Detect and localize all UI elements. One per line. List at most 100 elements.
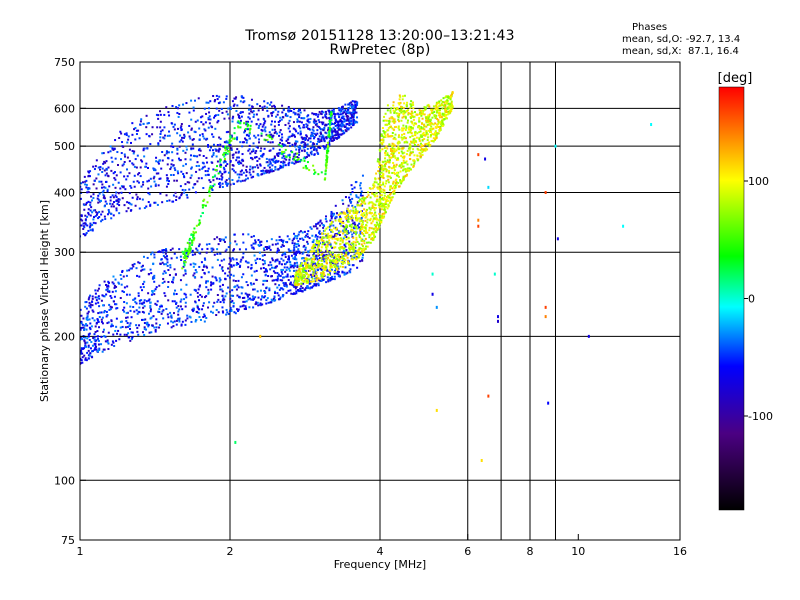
data-point xyxy=(358,248,361,251)
data-point xyxy=(262,263,265,266)
data-point xyxy=(333,272,336,275)
data-point xyxy=(136,330,139,333)
data-point xyxy=(164,294,167,297)
data-point xyxy=(377,158,380,161)
data-point xyxy=(333,256,336,259)
data-point xyxy=(176,147,179,150)
data-point xyxy=(378,215,381,218)
data-point xyxy=(405,109,408,112)
data-point xyxy=(382,176,385,179)
data-point xyxy=(437,123,440,126)
data-point xyxy=(207,306,210,309)
data-point xyxy=(375,224,378,227)
data-point xyxy=(260,298,263,301)
data-point xyxy=(308,127,311,130)
data-point xyxy=(217,149,220,152)
data-point xyxy=(115,285,118,288)
data-point xyxy=(106,290,109,293)
data-point xyxy=(218,95,221,98)
data-point xyxy=(353,227,356,230)
data-point xyxy=(361,215,364,218)
data-point xyxy=(380,219,383,222)
data-point xyxy=(114,290,117,293)
data-point xyxy=(308,269,311,272)
data-point xyxy=(93,338,96,341)
data-point xyxy=(165,248,168,251)
data-point xyxy=(195,164,198,167)
data-point xyxy=(272,160,275,163)
data-point xyxy=(326,237,329,240)
data-point xyxy=(148,331,151,334)
data-point xyxy=(412,116,415,119)
data-point xyxy=(335,237,338,240)
data-point xyxy=(363,229,366,232)
data-point xyxy=(399,101,402,104)
data-point xyxy=(293,134,296,137)
data-point xyxy=(379,199,382,202)
data-point xyxy=(317,119,320,122)
data-point xyxy=(371,205,374,208)
data-point xyxy=(103,186,106,189)
data-point xyxy=(269,160,272,163)
data-point xyxy=(104,335,107,338)
data-point xyxy=(265,270,268,273)
data-point xyxy=(250,98,253,101)
data-point xyxy=(204,204,207,207)
data-point xyxy=(196,119,199,122)
data-point xyxy=(205,251,208,254)
data-point xyxy=(114,329,117,332)
data-point xyxy=(303,275,306,278)
data-point xyxy=(398,114,401,117)
data-point xyxy=(112,341,115,344)
data-point xyxy=(353,186,356,189)
data-point xyxy=(335,212,338,215)
data-point xyxy=(222,153,225,156)
data-point xyxy=(363,199,366,202)
data-point xyxy=(294,143,297,146)
data-point xyxy=(427,103,430,106)
data-point xyxy=(150,185,153,188)
data-point xyxy=(241,153,244,156)
data-point xyxy=(167,157,170,160)
data-point xyxy=(160,312,163,315)
data-point xyxy=(225,131,228,134)
data-point xyxy=(354,244,357,247)
data-point xyxy=(387,204,390,207)
data-point xyxy=(97,320,100,323)
data-point xyxy=(305,135,308,138)
data-point xyxy=(343,235,346,238)
data-point xyxy=(270,238,273,241)
data-point xyxy=(151,133,154,136)
data-point xyxy=(153,293,156,296)
data-point xyxy=(315,276,318,279)
data-point xyxy=(449,95,452,98)
data-point xyxy=(382,181,385,184)
data-point xyxy=(206,201,209,204)
data-point xyxy=(287,105,290,108)
data-point xyxy=(250,176,253,179)
data-point xyxy=(262,247,265,250)
data-point xyxy=(344,119,347,122)
data-point xyxy=(309,280,312,283)
data-point xyxy=(304,145,307,148)
data-point xyxy=(303,244,306,247)
data-point xyxy=(89,222,92,225)
data-point xyxy=(254,296,257,299)
data-point xyxy=(143,328,146,331)
data-point xyxy=(381,216,384,219)
data-point xyxy=(219,252,222,255)
data-point xyxy=(341,121,344,124)
data-point xyxy=(274,265,277,268)
data-point xyxy=(240,115,243,118)
data-point xyxy=(100,343,103,346)
data-point xyxy=(136,180,139,183)
data-point xyxy=(140,185,143,188)
data-point xyxy=(402,178,405,181)
data-point xyxy=(198,265,201,268)
data-point xyxy=(321,270,324,273)
data-point xyxy=(224,153,227,156)
data-point xyxy=(157,184,160,187)
data-point xyxy=(118,198,121,201)
data-point xyxy=(134,138,137,141)
data-point xyxy=(224,146,227,149)
